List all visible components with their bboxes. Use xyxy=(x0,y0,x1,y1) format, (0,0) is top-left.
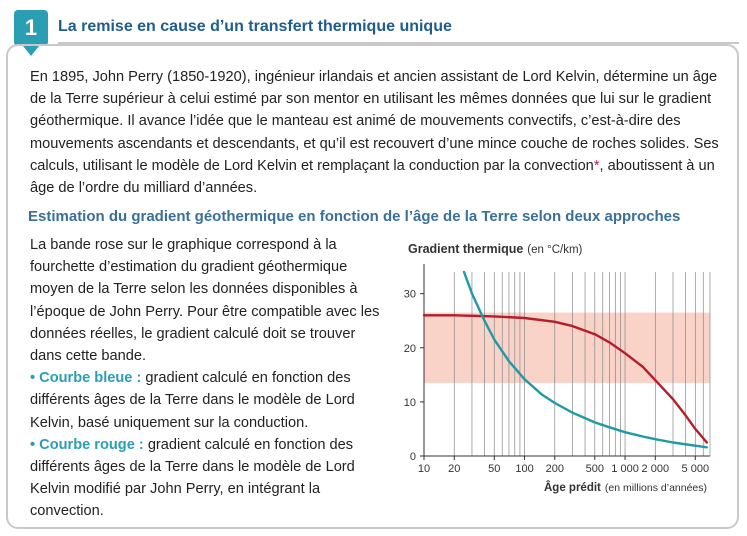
red-curve-label: • Courbe rouge : xyxy=(30,436,144,453)
x-tick-label: 2 000 xyxy=(642,463,670,475)
chart-description: La bande rose sur le graphique correspon… xyxy=(30,234,390,523)
x-tick-label: 500 xyxy=(586,463,604,475)
glossary-star[interactable]: * xyxy=(593,157,600,174)
x-tick-label: 50 xyxy=(488,463,500,475)
red-curve xyxy=(422,314,708,444)
blue-curve-label: • Courbe bleue : xyxy=(30,370,142,387)
page-title: La remise en cause d’un transfert thermi… xyxy=(58,18,452,35)
x-tick-label: 200 xyxy=(546,463,564,475)
intro-text-end: , aboutissent à un âge de l’ordre du mil… xyxy=(30,157,715,197)
section-subtitle: Estimation du gradient géothermique en f… xyxy=(28,208,681,225)
estimate-band xyxy=(424,312,710,383)
x-tick-label: 100 xyxy=(515,463,533,475)
red-curve-text: gradient calculé en fonction des différe… xyxy=(30,436,355,520)
y-tick-label: 30 xyxy=(404,289,416,301)
x-axis-label: Âge prédit (en millions d’années) xyxy=(544,481,707,494)
y-tick-label: 10 xyxy=(404,397,416,409)
content-frame xyxy=(6,44,739,529)
header-rule xyxy=(58,42,739,44)
x-tick-label: 1 000 xyxy=(611,463,639,475)
x-tick-label: 20 xyxy=(448,463,460,475)
blue-curve-text: gradient calculé en fonction des différe… xyxy=(30,370,355,431)
gradient-chart: Gradient thermique (en °C/km) 0 10 20 30 10 20… xyxy=(398,236,730,498)
section-number-badge: 1 xyxy=(14,10,48,56)
intro-text: En 1895, John Perry (1850-1920), ingénie… xyxy=(30,69,719,174)
header: 1 La remise en cause d’un transfert ther… xyxy=(0,0,747,56)
band-explanation: La bande rose sur le graphique correspon… xyxy=(30,237,380,365)
blue-curve xyxy=(462,270,708,449)
x-tick-label: 10 xyxy=(418,463,430,475)
y-tick-label: 0 xyxy=(410,451,416,463)
intro-paragraph: En 1895, John Perry (1850-1920), ingénie… xyxy=(30,66,730,199)
y-tick-label: 20 xyxy=(404,343,416,355)
x-tick-label: 5 000 xyxy=(682,463,710,475)
y-axis-label: Gradient thermique (en °C/km) xyxy=(408,242,583,256)
